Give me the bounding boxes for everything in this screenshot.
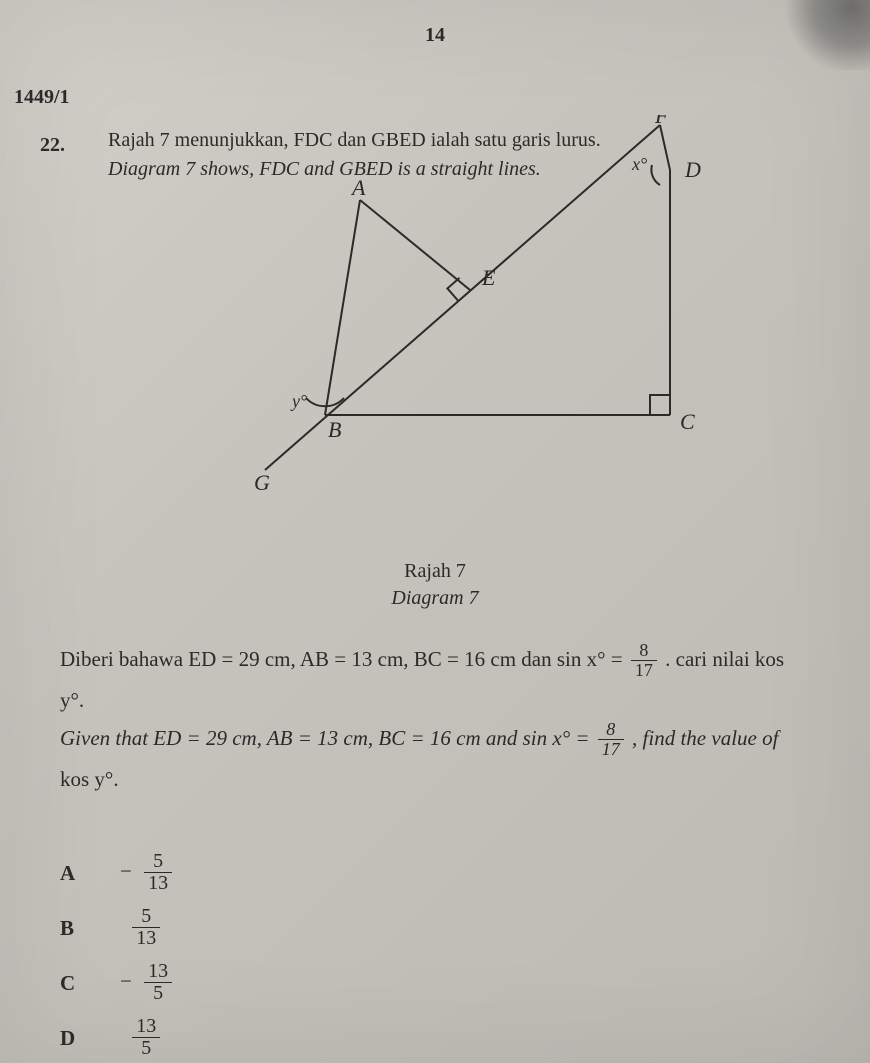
label-C: C (680, 409, 695, 434)
opt-b-num: 5 (132, 906, 160, 928)
paper-code: 1449/1 (14, 86, 70, 109)
option-value-d: 135 (120, 1017, 163, 1060)
option-b: B 513 (60, 907, 175, 950)
label-F: F (654, 115, 669, 128)
given-my: Diberi bahawa ED = 29 cm, AB = 13 cm, BC… (60, 640, 830, 681)
label-D: D (684, 157, 701, 182)
geometry-diagram: F D x° A E C B y° G (230, 115, 730, 515)
label-y: y° (290, 391, 307, 411)
label-x: x° (631, 154, 647, 174)
option-label-b: B (60, 916, 120, 941)
opt-d-den: 5 (132, 1038, 160, 1059)
frac-num-en: 8 (598, 720, 624, 740)
opt-c-sign: − (120, 969, 132, 994)
caption-en: Diagram 7 (0, 587, 870, 610)
opt-d-num: 13 (132, 1016, 160, 1038)
diagram-caption: Rajah 7 Diagram 7 (0, 560, 870, 610)
opt-a-num: 5 (144, 851, 172, 873)
page-number: 14 (0, 24, 870, 47)
option-value-b: 513 (120, 907, 163, 950)
option-c: C − 135 (60, 962, 175, 1005)
frac-den: 17 (631, 661, 657, 680)
label-G: G (254, 470, 270, 495)
given-fraction: 8 17 (631, 641, 657, 680)
answer-options: A − 513 B 513 C − 135 D 135 (60, 852, 175, 1063)
given-en: Given that ED = 29 cm, AB = 13 cm, BC = … (60, 719, 830, 760)
given-my-pre: Diberi bahawa ED = 29 cm, AB = 13 cm, BC… (60, 647, 628, 671)
frac-den-en: 17 (598, 740, 624, 759)
opt-c-num: 13 (144, 961, 172, 983)
opt-b-den: 13 (132, 928, 160, 949)
given-en-line2: kos y°. (60, 760, 830, 799)
exam-page: { "page_number": "14", "paper_code": "14… (0, 0, 870, 1063)
given-text: Diberi bahawa ED = 29 cm, AB = 13 cm, BC… (60, 640, 830, 799)
given-my-post: . cari nilai kos (665, 647, 784, 671)
given-my-line2: y°. (60, 681, 830, 720)
opt-a-sign: − (120, 859, 132, 884)
given-en-post: , find the value of (632, 726, 778, 750)
given-en-pre: Given that ED = 29 cm, AB = 13 cm, BC = … (60, 726, 595, 750)
option-value-c: − 135 (120, 962, 175, 1005)
caption-my: Rajah 7 (404, 560, 466, 582)
option-label-d: D (60, 1026, 120, 1051)
frac-num: 8 (631, 641, 657, 661)
option-label-a: A (60, 861, 120, 886)
question-number: 22. (40, 134, 65, 157)
option-label-c: C (60, 971, 120, 996)
opt-a-den: 13 (144, 873, 172, 894)
label-B: B (328, 417, 341, 442)
opt-c-den: 5 (144, 983, 172, 1004)
option-d: D 135 (60, 1017, 175, 1060)
given-fraction-en: 8 17 (598, 720, 624, 759)
option-a: A − 513 (60, 852, 175, 895)
label-A: A (350, 175, 366, 200)
option-value-a: − 513 (120, 852, 175, 895)
label-E: E (481, 265, 496, 290)
